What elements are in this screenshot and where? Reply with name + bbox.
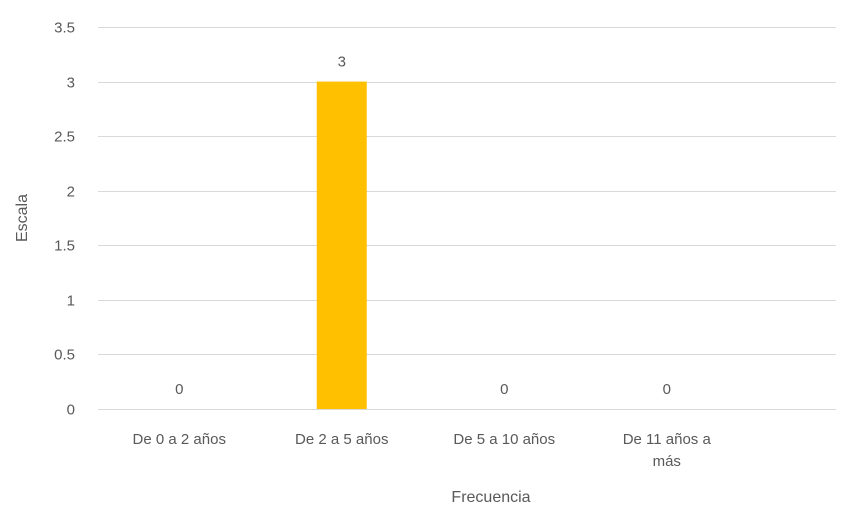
y-tick-label: 3 [67, 75, 75, 92]
x-category-label: De 5 a 10 años [453, 431, 555, 448]
y-tick-label: 2.5 [54, 129, 75, 146]
data-label: 0 [663, 381, 671, 398]
y-axis-tick-labels: 0 0.5 1 1.5 2 2.5 3 3.5 [54, 20, 75, 419]
y-tick-label: 1.5 [54, 238, 75, 255]
data-labels: 0 3 0 0 [175, 54, 671, 398]
bars [316, 81, 367, 410]
data-label: 0 [175, 381, 183, 398]
y-tick-label: 2 [67, 184, 75, 201]
gridlines [98, 27, 836, 410]
y-axis-title: Escala [14, 194, 31, 242]
y-tick-label: 1 [67, 293, 75, 310]
x-category-label: De 2 a 5 años [295, 431, 388, 448]
y-tick-label: 3.5 [54, 20, 75, 37]
y-tick-label: 0.5 [54, 347, 75, 364]
x-category-label: De 11 años a más [623, 431, 712, 470]
x-category-label: De 0 a 2 años [133, 431, 226, 448]
data-label: 3 [338, 54, 346, 71]
x-axis-title: Frecuencia [451, 489, 530, 506]
x-axis-category-labels: De 0 a 2 años De 2 a 5 años De 5 a 10 años… [133, 431, 712, 470]
bar [316, 81, 367, 410]
data-label: 0 [500, 381, 508, 398]
y-tick-label: 0 [67, 402, 75, 419]
